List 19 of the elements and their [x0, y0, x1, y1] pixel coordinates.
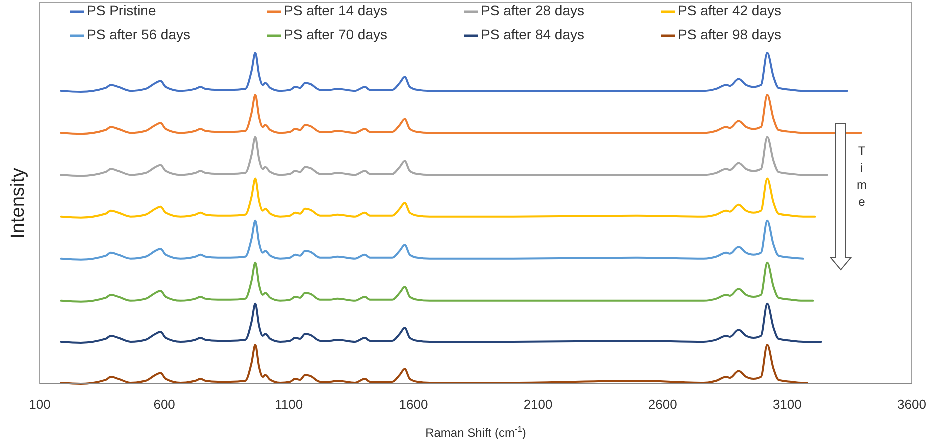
legend-label: PS after 84 days: [481, 26, 585, 43]
legend-label: PS Pristine: [87, 2, 156, 19]
legend-label: PS after 28 days: [481, 2, 585, 19]
x-tick-label: 3600: [898, 397, 926, 412]
legend-label: PS after 42 days: [678, 2, 782, 19]
x-tick-label: 2100: [524, 397, 553, 412]
x-tick-label: 1600: [399, 397, 428, 412]
x-tick-label: 100: [29, 397, 51, 412]
legend-label: PS after 98 days: [678, 26, 782, 43]
x-tick-label: 600: [154, 397, 176, 412]
x-axis-title: Raman Shift (cm$^{-1}$): [426, 424, 526, 440]
y-axis-title: Intensity: [8, 168, 29, 239]
x-tick-label: 1100: [275, 397, 304, 412]
x-tick-label: 2600: [648, 397, 678, 412]
legend-label: PS after 14 days: [284, 2, 388, 19]
annotation: Time: [857, 144, 867, 209]
legend-label: PS after 56 days: [87, 26, 191, 43]
legend-label: PS after 70 days: [284, 26, 388, 43]
x-tick-label: 3100: [772, 397, 802, 412]
